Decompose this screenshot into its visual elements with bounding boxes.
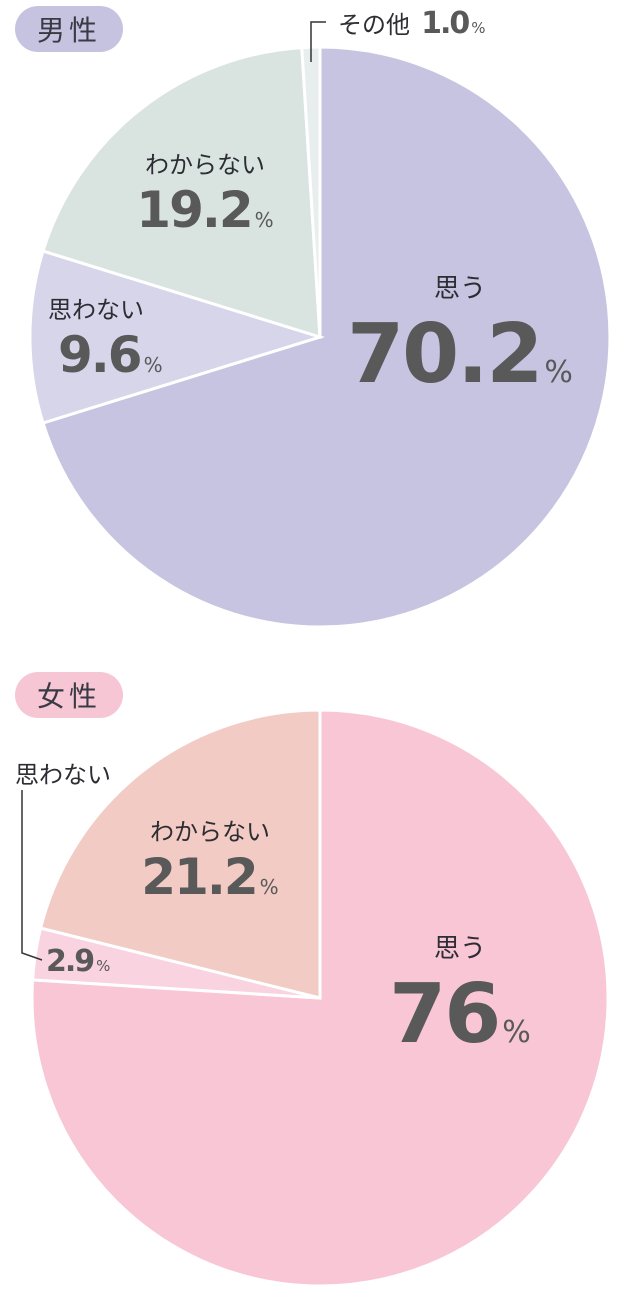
male-slice-omou <box>41 45 612 629</box>
male-omou-unit: % <box>544 355 573 390</box>
male-omowanai-title: 思わない <box>48 296 144 324</box>
female-wakaranai-value: 21.2 <box>141 848 258 906</box>
male-wakaranai-unit: % <box>254 208 274 232</box>
female-omowanai-title: 思わない <box>15 761 111 789</box>
male-omowanai-unit: % <box>143 353 163 377</box>
female-label-omowanai-value: 2.9% <box>46 944 110 979</box>
male-omowanai-value: 9.6 <box>58 326 143 384</box>
male-sonota-title: その他 <box>338 11 410 39</box>
male-slice-omowanai <box>28 249 326 425</box>
male-omou-value: 70.2 <box>347 307 543 402</box>
female-badge: 女性 <box>15 672 123 718</box>
female-wakaranai-title: わからない <box>150 818 270 846</box>
male-wakaranai-title: わからない <box>145 151 265 179</box>
male-label-omowanai: 思わない 9.6% <box>48 290 168 385</box>
male-sonota-leader-line <box>310 21 326 62</box>
female-omou-title: 思う <box>433 934 486 964</box>
male-omou-title: 思う <box>433 274 486 304</box>
female-omowanai-value: 2.9 <box>46 944 95 979</box>
female-chart-panel: 女性 思わない 2.9% わからない 21.2% 思う 76% <box>0 660 640 1295</box>
female-label-wakaranai: わからない 21.2% <box>125 812 295 907</box>
male-label-sonota: その他 1.0% <box>338 5 486 41</box>
female-omowanai-leader-line <box>21 790 43 961</box>
male-badge-label: 男性 <box>36 14 101 47</box>
female-omou-unit: % <box>502 1015 531 1050</box>
male-chart-panel: 男性 その他 1.0% わからない 19.2% 思わない 9.6% 思う 70.… <box>0 0 640 640</box>
male-pie-chart <box>28 21 612 629</box>
male-slice-wakaranai <box>41 46 322 340</box>
male-sonota-unit: % <box>471 19 486 37</box>
male-label-wakaranai: わからない 19.2% <box>120 145 290 240</box>
male-wakaranai-value: 19.2 <box>136 181 253 239</box>
female-badge-label: 女性 <box>36 680 101 713</box>
male-badge: 男性 <box>15 6 123 52</box>
female-pie-chart <box>21 708 610 1288</box>
female-omowanai-unit: % <box>96 957 111 975</box>
female-label-omowanai-title: 思わない <box>15 755 111 790</box>
male-sonota-value: 1.0 <box>421 6 470 41</box>
male-label-omou: 思う 70.2% <box>340 268 580 405</box>
female-slice-wakaranai <box>38 708 322 1000</box>
female-wakaranai-unit: % <box>259 875 279 899</box>
female-omou-value: 76 <box>389 967 501 1062</box>
female-label-omou: 思う 76% <box>370 928 550 1065</box>
